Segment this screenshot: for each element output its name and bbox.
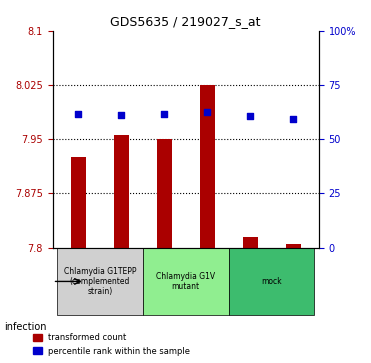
Point — [204, 109, 210, 114]
Point — [75, 111, 81, 117]
Point — [247, 113, 253, 119]
Point — [290, 116, 296, 122]
Bar — [200, 85, 215, 248]
FancyBboxPatch shape — [229, 248, 315, 315]
Legend: transformed count, percentile rank within the sample: transformed count, percentile rank withi… — [30, 330, 194, 359]
Bar — [243, 237, 257, 248]
Title: GDS5635 / 219027_s_at: GDS5635 / 219027_s_at — [111, 15, 261, 28]
Bar — [114, 135, 129, 248]
Bar — [286, 244, 301, 248]
Bar — [157, 139, 172, 248]
Text: infection: infection — [4, 322, 46, 332]
Text: Chlamydia G1TEPP
(complemented
strain): Chlamydia G1TEPP (complemented strain) — [63, 266, 136, 296]
Point — [161, 111, 167, 117]
Text: Chlamydia G1V
mutant: Chlamydia G1V mutant — [156, 272, 215, 291]
Text: mock: mock — [261, 277, 282, 286]
FancyBboxPatch shape — [57, 248, 143, 315]
Point — [118, 112, 124, 118]
FancyBboxPatch shape — [143, 248, 229, 315]
Bar — [71, 157, 86, 248]
